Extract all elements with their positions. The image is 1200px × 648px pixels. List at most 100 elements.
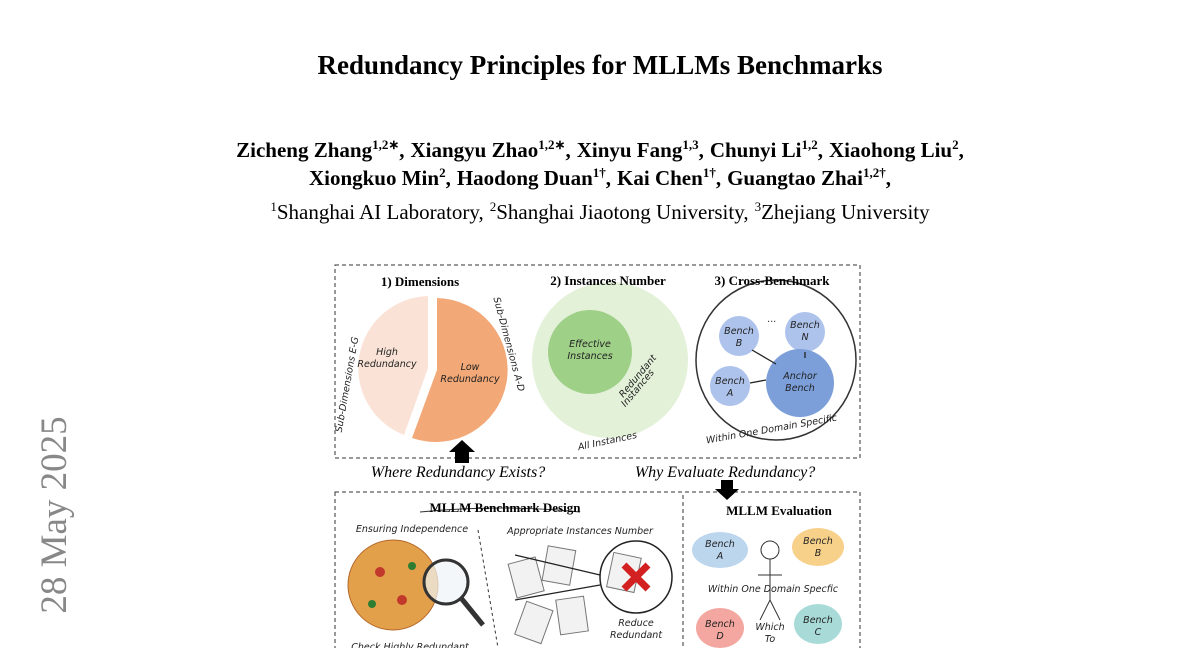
figure-label: Ensuring Independence — [356, 524, 468, 535]
reduce-circle — [599, 540, 673, 614]
figure-label: D — [716, 631, 723, 642]
figure-label: A — [726, 388, 734, 399]
affil-sup: 1 — [270, 199, 277, 214]
figure-label: High — [376, 347, 398, 358]
panel-heading: 2) Instances Number — [550, 273, 666, 288]
figure-label: Which — [755, 622, 784, 633]
figure-label: Low — [461, 362, 480, 373]
figure-label: Reduce — [618, 618, 654, 629]
figure-label: A — [716, 551, 724, 562]
affil-name: Shanghai Jiaotong University, — [496, 200, 748, 224]
figure-label: Bench — [785, 383, 815, 394]
magnifier-handle — [459, 596, 485, 627]
figure-label: Bench — [790, 320, 820, 331]
author-sup: 2 — [439, 165, 446, 180]
bench-node — [719, 316, 759, 356]
figure-label: Bench — [803, 536, 833, 547]
down-arrow — [715, 480, 739, 500]
figure-label: C — [815, 627, 822, 638]
author-sup: 1† — [703, 165, 717, 180]
figure — [334, 264, 861, 648]
pie-slice-low — [412, 298, 508, 442]
author-sup: 1,2 — [801, 137, 817, 152]
figure-label: Bench — [724, 326, 754, 337]
author-name: Haodong Duan — [457, 166, 593, 190]
author-punct: , — [606, 166, 611, 190]
anchor-node — [766, 349, 834, 417]
figure-label: ... — [767, 314, 776, 325]
arrows — [749, 349, 806, 384]
affil-name: Shanghai AI Laboratory, — [277, 200, 484, 224]
figure-label: Bench — [705, 539, 735, 550]
author-line: Xiongkuo Min2, Haodong Duan1†, Kai Chen1†,… — [309, 165, 891, 190]
figure-label: Appropriate Instances Number — [506, 526, 654, 537]
divider — [477, 529, 499, 648]
figure-label: Bench — [715, 376, 745, 387]
author-punct: , — [886, 166, 891, 190]
panel-heading: MLLM Evaluation — [726, 503, 833, 518]
figure-label: Bench — [803, 615, 833, 626]
author-punct: , — [399, 138, 404, 162]
cloud — [792, 528, 844, 566]
cloud — [692, 532, 748, 568]
figure-label: To — [765, 634, 776, 645]
author-sup: 1,2∗ — [372, 137, 399, 152]
figure-label: Anchor — [782, 371, 818, 382]
panel-heading: 3) Cross-Benchmark — [715, 273, 831, 288]
figure-label: Effective — [569, 339, 611, 350]
affil-sup: 3 — [755, 199, 762, 214]
affil-sup: 2 — [490, 199, 497, 214]
author-name: Kai Chen — [617, 166, 703, 190]
effective-instances — [548, 310, 632, 394]
panel-heading: 1) Dimensions — [381, 274, 459, 289]
author-name: Xiaohong Liu — [829, 138, 952, 162]
affil-name: Zhejiang University — [761, 200, 930, 224]
figure-person — [758, 540, 782, 621]
author-name: Chunyi Li — [710, 138, 802, 162]
figure-label: Bench — [705, 619, 735, 630]
date-stamp: 28 May 2025 — [34, 416, 75, 613]
affiliations: 1Shanghai AI Laboratory, 2Shanghai Jiaoto… — [270, 199, 930, 224]
figure-label: B — [815, 548, 822, 559]
cross-mark — [621, 562, 651, 592]
author-name: Xinyu Fang — [577, 138, 683, 162]
cloud — [794, 604, 842, 644]
figure-label: Redundancy — [440, 374, 500, 385]
bench-node — [785, 312, 825, 352]
figure-label: Within One Domain Specfic — [708, 584, 839, 595]
author-name: Guangtao Zhai — [727, 166, 863, 190]
arrows — [514, 554, 601, 601]
bench-node — [710, 366, 750, 406]
bottom-box — [334, 491, 861, 648]
author-sup: 1,3 — [682, 137, 699, 152]
figure-label: B — [736, 338, 743, 349]
figure-label: N — [801, 332, 808, 343]
figure-caption: Why Evaluate Redundancy? — [635, 464, 815, 481]
author-name: Xiangyu Zhao — [411, 138, 539, 162]
author-line: Zicheng Zhang1,2∗, Xiangyu Zhao1,2∗, Xinyu… — [236, 137, 964, 162]
brace — [419, 507, 581, 513]
author-name: Zicheng Zhang — [236, 138, 372, 162]
title: Redundancy Principles for MLLMs Benchmar… — [317, 50, 882, 80]
panel-heading: MLLM Benchmark Design — [430, 500, 582, 515]
top-box — [334, 264, 861, 459]
up-arrow — [449, 440, 475, 463]
figure-label: Redundant — [610, 630, 663, 641]
author-punct: , — [699, 138, 704, 162]
author-punct: , — [716, 166, 721, 190]
author-name: Xiongkuo Min — [309, 166, 439, 190]
figure-label: Instances — [567, 351, 612, 362]
author-punct: , — [446, 166, 451, 190]
papers — [507, 545, 642, 645]
author-punct: , — [565, 138, 570, 162]
figure-label: Redundancy — [357, 359, 417, 370]
author-punct: , — [959, 138, 964, 162]
cloud — [696, 608, 744, 648]
figure-label: Check Highly Redundant — [351, 642, 470, 648]
author-sup: 1,2∗ — [538, 137, 565, 152]
figure-caption: Where Redundancy Exists? — [371, 464, 545, 481]
author-sup: 1,2† — [863, 165, 886, 180]
author-punct: , — [818, 138, 823, 162]
